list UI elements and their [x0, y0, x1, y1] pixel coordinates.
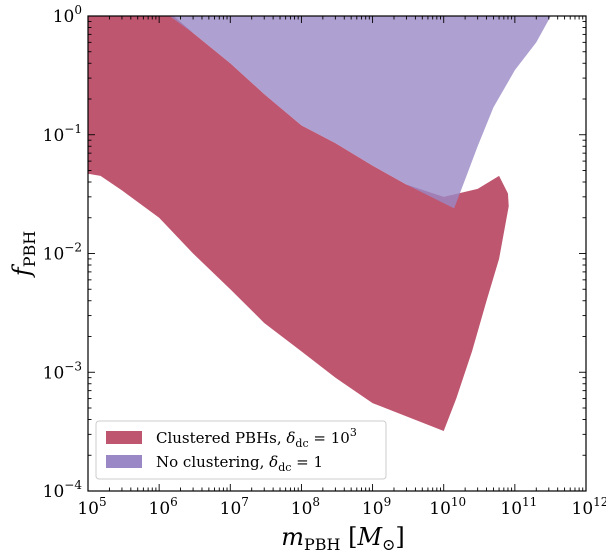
y-tick-label: 10−4 — [43, 478, 83, 502]
legend-swatch — [106, 431, 142, 444]
axis-labels: mPBH [M⊙] fPBH — [8, 231, 405, 551]
y-axis-label: fPBH — [8, 231, 39, 278]
x-tick-label: 107 — [220, 495, 249, 519]
legend-label: Clustered PBHs, δdc = 103 — [156, 426, 357, 450]
x-tick-label: 108 — [291, 495, 320, 519]
legend-label: No clustering, δdc = 1 — [156, 453, 323, 474]
y-tick-label: 100 — [53, 3, 82, 27]
y-tick-label: 10−2 — [43, 241, 82, 265]
x-tick-label: 106 — [149, 495, 178, 519]
x-tick-label: 1011 — [500, 495, 537, 519]
x-axis-label: mPBH [M⊙] — [281, 523, 405, 551]
x-tick-label: 105 — [77, 495, 106, 519]
legend-box — [95, 420, 387, 480]
legend-swatch — [106, 455, 142, 468]
legend: Clustered PBHs, δdc = 103 No clustering, … — [95, 420, 387, 480]
x-tick-label: 1012 — [572, 495, 606, 519]
axis-ticks — [87, 15, 587, 492]
region-no-clustering — [169, 16, 551, 209]
tick-labels: 105 106 107 108 109 1010 1011 1012 10−4 10−3 10−2 1… — [43, 3, 606, 519]
y-tick-label: 10−3 — [43, 359, 82, 383]
region-clustered-pbhs — [88, 16, 509, 432]
x-tick-label: 1010 — [429, 495, 466, 519]
x-tick-label: 109 — [362, 495, 391, 519]
plot-regions — [88, 16, 551, 432]
y-tick-label: 10−1 — [43, 122, 82, 146]
